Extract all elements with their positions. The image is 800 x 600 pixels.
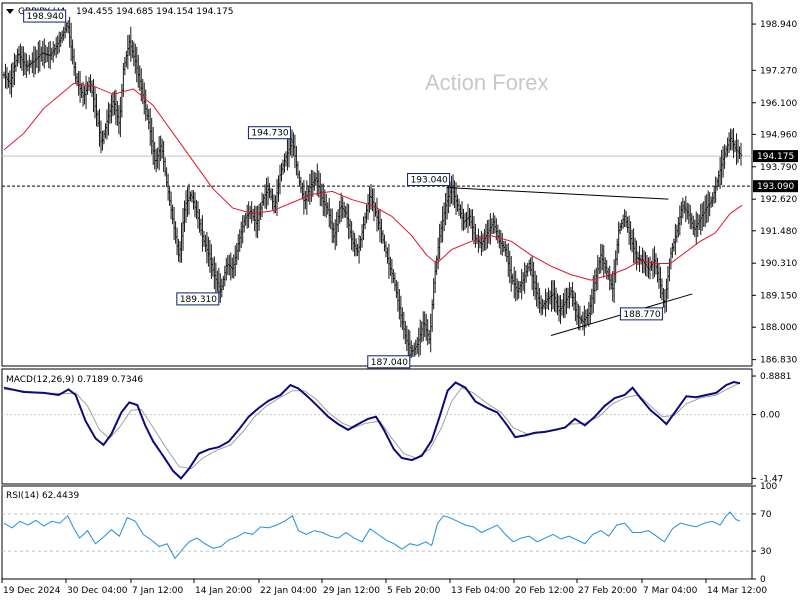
annotation-box (619, 307, 663, 321)
x-tick-label: 20 Feb 12:00 (515, 586, 574, 596)
macd-signal-line (3, 382, 741, 470)
annotation-pointer (662, 305, 665, 309)
annotation-text: 198.940 (27, 12, 64, 22)
price-y-tick-label: 189.150 (760, 291, 797, 301)
annotation-box (23, 9, 67, 23)
price-y-tick-label: 186.830 (760, 356, 797, 366)
annotation-label: 187.040 (367, 353, 413, 369)
rsi-y-tick-label: 70 (760, 510, 772, 520)
annotation-text: 188.770 (623, 310, 660, 320)
price-tags: 194.175 193.090 (753, 150, 798, 193)
macd-y-axis: 0.8881 0.00 -1.47 (752, 372, 792, 484)
rsi-panel-frame (1, 485, 753, 580)
rsi-line (3, 511, 741, 560)
annotation-pointer (449, 185, 452, 188)
rsi-y-axis: 100 70 30 0 (752, 482, 777, 585)
price-y-tick-label: 194.960 (760, 130, 797, 140)
annotation-pointer (290, 138, 293, 142)
price-candles (2, 16, 743, 362)
annotation-text: 187.040 (371, 358, 408, 368)
annotation-pointer (409, 353, 413, 357)
annotation-box (367, 355, 411, 369)
annotation-label: 198.940 (23, 9, 69, 25)
trendline-upper[interactable] (446, 187, 669, 200)
annotation-box (407, 173, 451, 187)
header-ohlc: 194.455 194.685 194.154 194.175 (76, 7, 233, 17)
rsi-y-tick-label: 30 (760, 547, 772, 557)
price-y-tick-label: 193.790 (760, 163, 797, 173)
annotation-text: 193.040 (411, 176, 448, 186)
x-tick-label: 7 Jan 12:00 (132, 586, 184, 596)
rsi-y-tick-label: 100 (760, 482, 777, 492)
annotation-text: 194.730 (251, 129, 288, 139)
price-y-tick-label: 198.940 (760, 20, 797, 30)
level-price-tag-box (753, 180, 798, 193)
price-y-tick-label: 192.620 (760, 195, 797, 205)
dropdown-arrow-icon[interactable] (6, 9, 14, 14)
price-y-tick-label: 196.100 (760, 99, 797, 109)
rsi-y-tick-label: 0 (760, 575, 766, 585)
x-tick-label: 7 Mar 04:00 (643, 586, 698, 596)
price-y-axis: 198.940 197.270 196.100 194.960 193.790 192.6… (752, 20, 797, 366)
annotation-pointer (65, 21, 69, 25)
watermark: Action Forex (425, 70, 549, 95)
annotation-label: 194.730 (247, 126, 293, 142)
macd-main-line (3, 380, 741, 480)
annotation-box (176, 292, 220, 306)
x-tick-label: 13 Feb 04:00 (451, 586, 510, 596)
x-tick-label: 14 Mar 12:00 (707, 586, 767, 596)
x-tick-label: 19 Dec 2024 (3, 586, 61, 596)
price-y-tick-label: 191.480 (760, 227, 797, 237)
x-tick-label: 22 Jan 04:00 (260, 586, 317, 596)
price-y-tick-label: 190.310 (760, 259, 797, 269)
annotation-box (247, 126, 291, 140)
annotation-label: 193.040 (407, 173, 452, 188)
moving-average-line (3, 82, 743, 281)
x-tick-label: 5 Feb 20:00 (387, 586, 441, 596)
price-panel[interactable]: GBPJPY,H4 194.455 194.685 194.154 194.17… (1, 2, 798, 369)
current-price-tag: 194.175 (757, 152, 794, 162)
macd-y-tick-label: -1.47 (760, 474, 783, 484)
annotation-label: 188.770 (619, 305, 665, 321)
macd-panel-frame (1, 368, 753, 485)
macd-panel[interactable]: MACD(12,26,9) 0.7189 0.7346 0.8881 0.00 -1… (1, 368, 792, 485)
rsi-title: RSI(14) 62.4439 (6, 491, 79, 501)
macd-y-tick-label: 0.00 (760, 411, 780, 421)
annotation-text: 189.310 (180, 295, 217, 305)
x-tick-label: 29 Jan 12:00 (323, 586, 380, 596)
x-tick-label: 14 Jan 20:00 (195, 586, 252, 596)
level-price-tag: 193.090 (757, 182, 794, 192)
macd-title: MACD(12,26,9) 0.7189 0.7346 (6, 375, 143, 385)
macd-y-tick-label: 0.8881 (760, 372, 792, 382)
time-axis: 19 Dec 2024 30 Dec 04:00 7 Jan 12:00 14 Jan… (1, 579, 767, 596)
annotation-pointer (218, 290, 222, 294)
rsi-panel[interactable]: RSI(14) 62.4439 100 70 30 0 (1, 482, 777, 585)
price-y-tick-label: 188.000 (760, 323, 797, 333)
price-annotations: 198.940 194.730 189.310 187.040 193.040 188.7… (23, 9, 665, 369)
x-tick-label: 30 Dec 04:00 (67, 586, 128, 596)
price-y-tick-label: 197.270 (760, 66, 797, 76)
current-price-tag-box (753, 150, 798, 163)
x-tick-label: 27 Feb 20:00 (578, 586, 637, 596)
annotation-label: 189.310 (176, 290, 222, 306)
